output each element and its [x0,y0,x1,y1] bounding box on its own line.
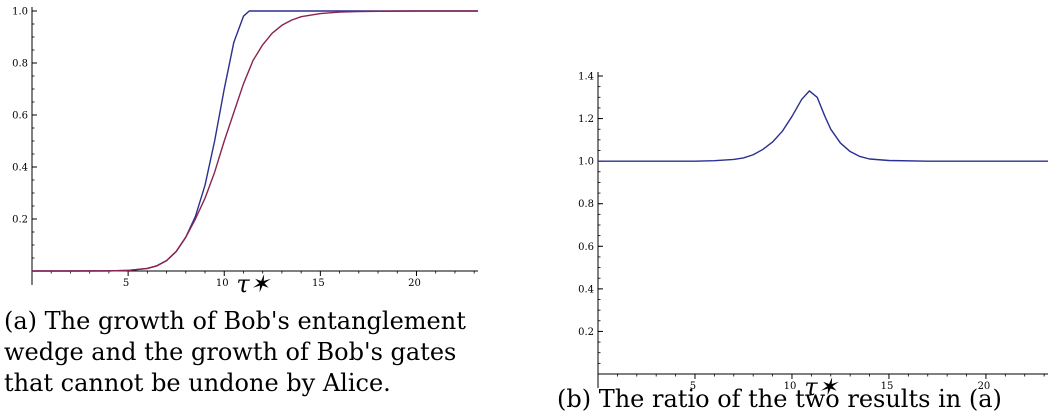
y-tick-label: 0.8 [12,59,28,70]
y-tick-label: 1.0 [578,157,594,168]
x-tick-label: 20 [408,278,421,289]
y-tick-label: 0.4 [12,163,28,174]
x-axis-label: τ✶ [804,373,839,401]
y-tick-label: 0.2 [578,327,594,338]
chart-a: 5 10 15 20 0.2 0.4 0.6 0.8 1.0 τ✶ [12,7,478,298]
x-tick-label: 5 [123,278,129,289]
x-tick-label: 5 [690,381,696,392]
chart-b: 5 10 15 20 0.2 0.4 0.6 0.8 1.0 1.2 1.4 τ✶ [578,72,1048,401]
caption-b: (b) The ratio of the two results in (a) [557,385,1002,413]
series-line-2 [32,10,478,272]
y-tick-label: 0.8 [578,199,594,210]
y-tick-label: 1.4 [578,72,594,83]
x-tick-label: 10 [784,381,797,392]
series-line-1 [598,90,1048,162]
y-tick-label: 1.2 [578,114,594,125]
y-tick-label: 0.4 [578,284,594,295]
y-tick-label: 0.6 [12,111,28,122]
x-tick-label: 20 [978,381,991,392]
x-tick-label: 15 [881,381,894,392]
x-tick-label: 10 [216,278,229,289]
caption-a: (a) The growth of Bob's entanglement wed… [4,307,466,397]
y-tick-label: 0.6 [578,242,594,253]
x-axis-label: τ✶ [236,270,271,298]
y-tick-label: 0.2 [12,215,28,226]
y-tick-label: 1.0 [12,7,28,18]
series-line-1 [32,10,478,272]
x-tick-label: 15 [312,278,325,289]
